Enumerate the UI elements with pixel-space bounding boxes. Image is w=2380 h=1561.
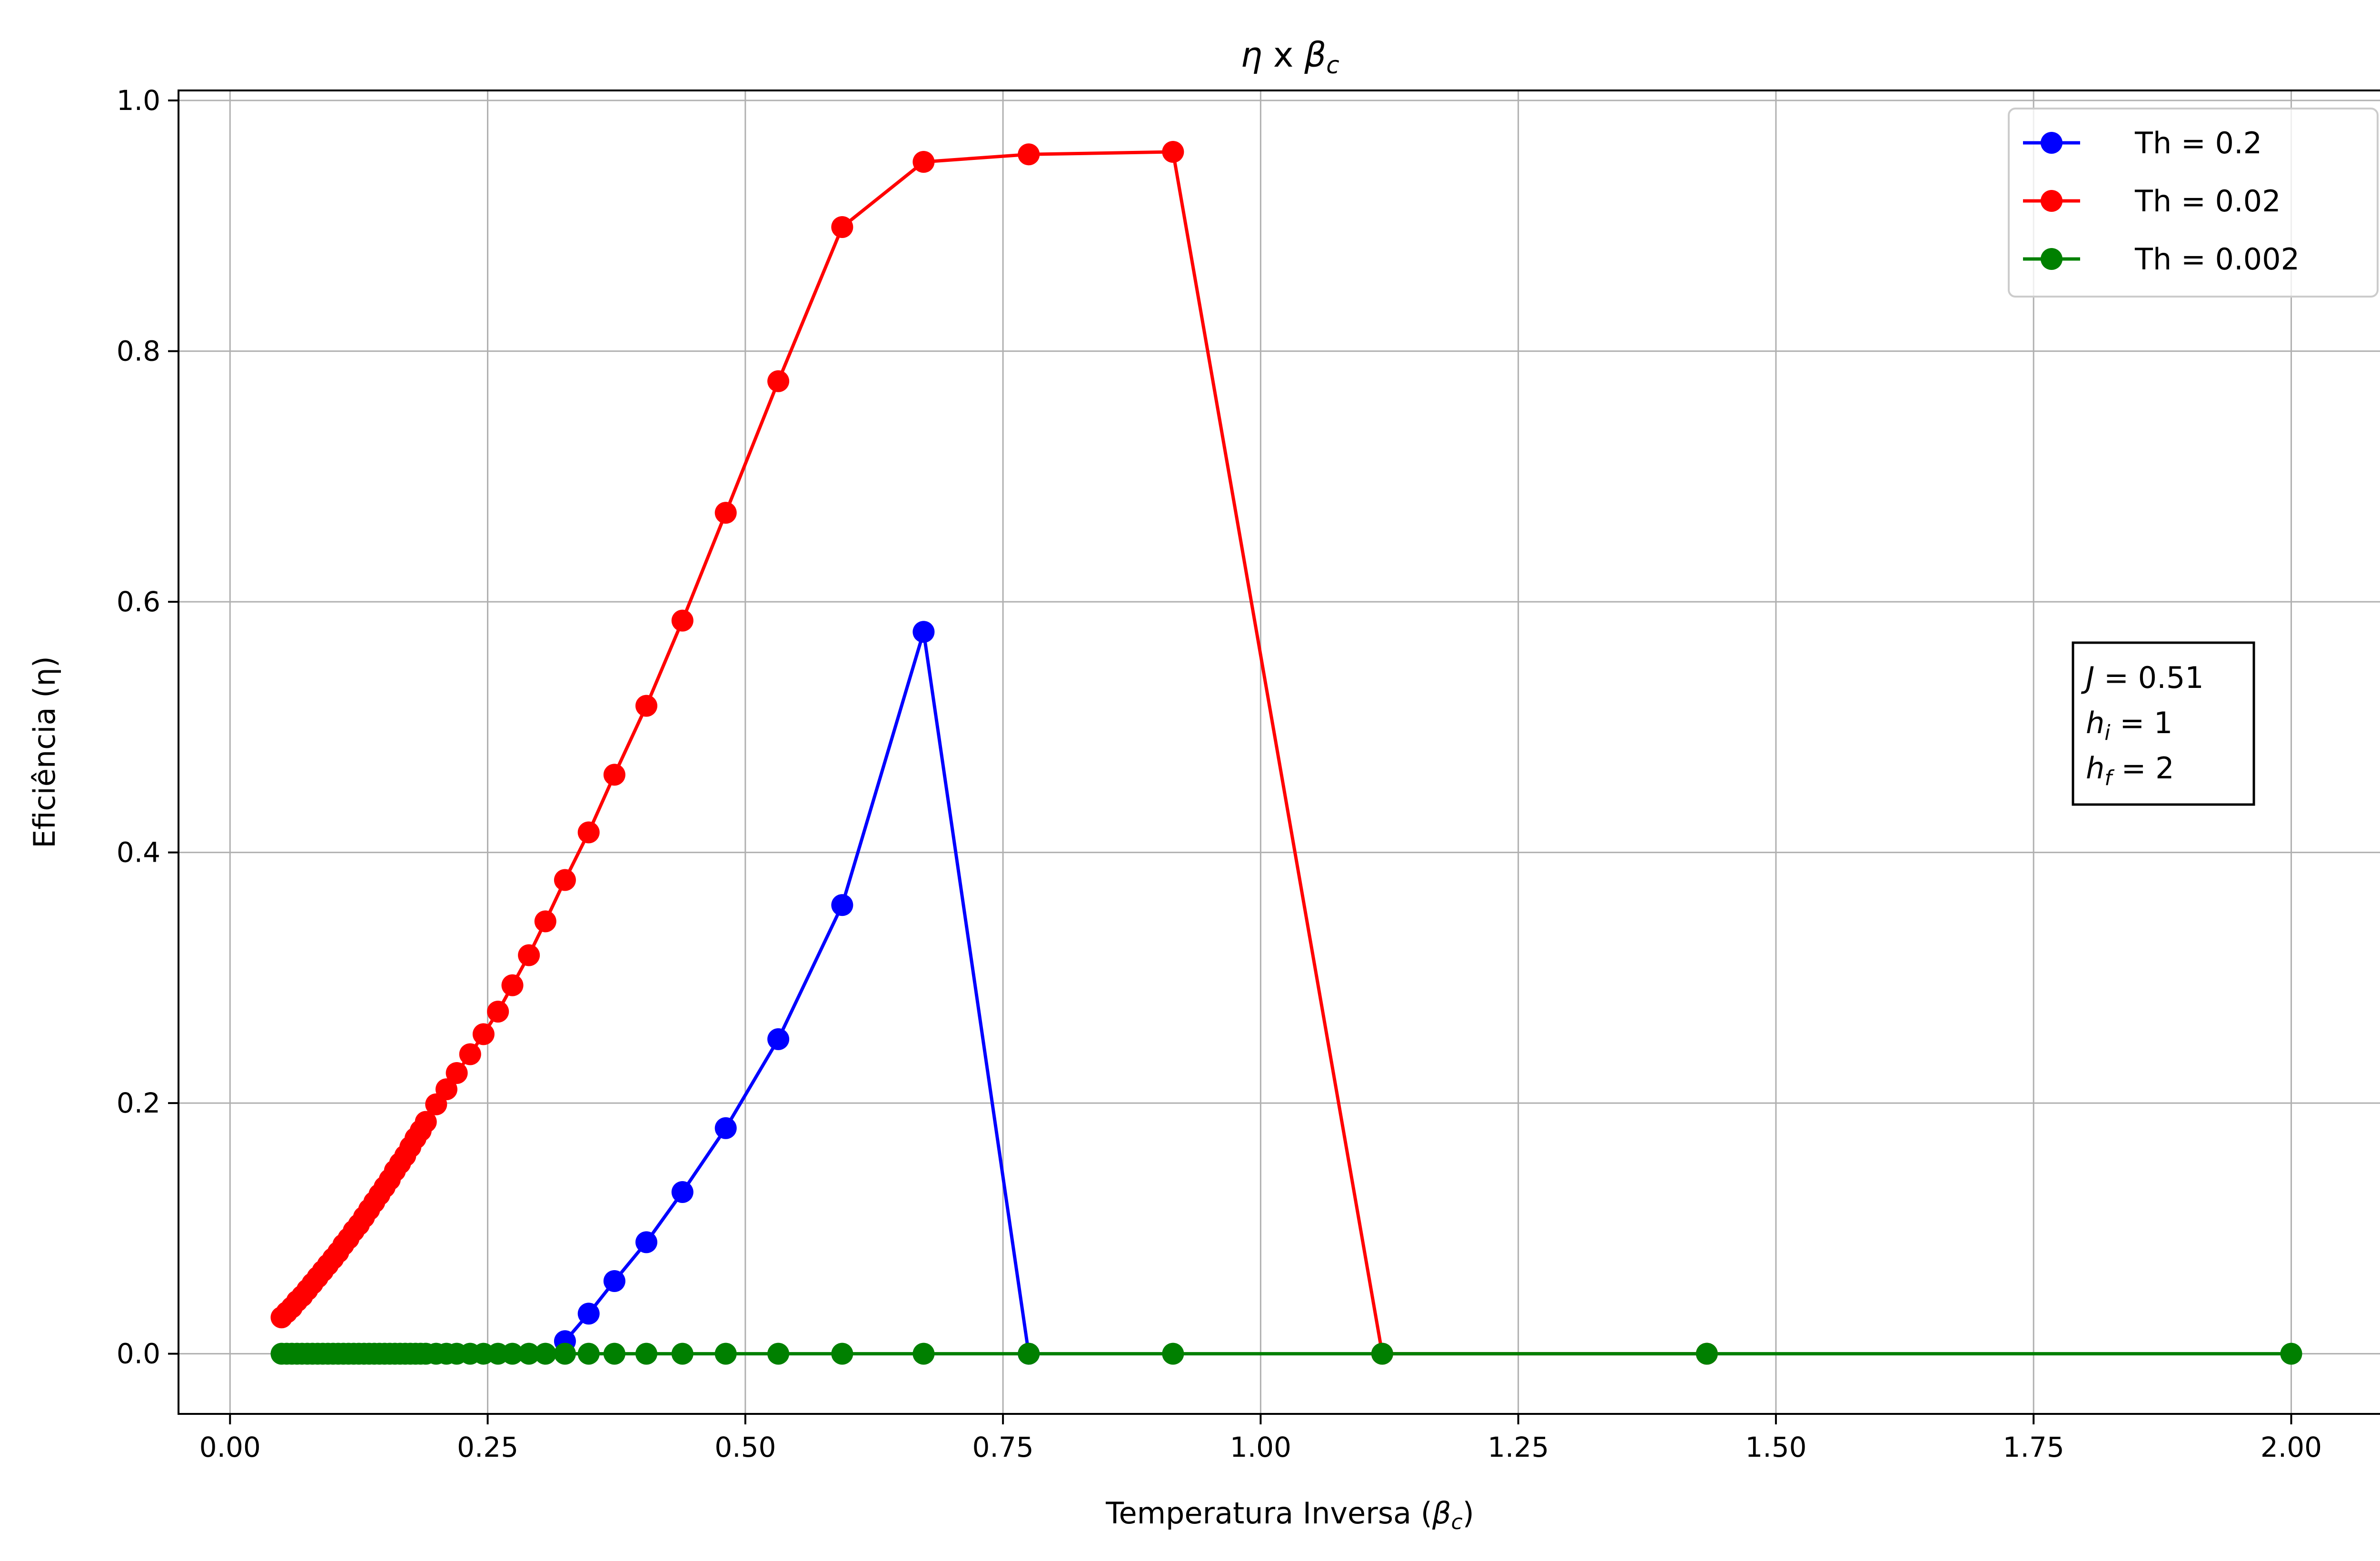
x-tick-label: 1.00 (1230, 1431, 1291, 1463)
data-point (912, 621, 935, 643)
parameter-annotation: J = 0.51 hi = 1 hf = 2 (2072, 641, 2255, 806)
x-axis-ticks: 0.00 0.25 0.50 0.75 1.00 1.25 1.50 1.75 2.00 (199, 1414, 2322, 1463)
data-point (1162, 140, 1184, 163)
title-sub: c (1326, 51, 1339, 79)
data-point (831, 1342, 853, 1365)
parameter-line: hi = 1 (2086, 706, 2172, 745)
x-axis-label-sub: c (1451, 1510, 1462, 1534)
parameter-line: J = 0.51 (2081, 660, 2204, 695)
y-tick-label: 0.8 (117, 335, 160, 368)
legend-box (2008, 108, 2379, 298)
x-tick-label: 1.50 (1745, 1431, 1806, 1463)
data-point (518, 944, 540, 966)
x-tick-label: 0.00 (199, 1431, 261, 1463)
data-point (635, 695, 657, 717)
y-tick-label: 0.4 (117, 836, 160, 869)
x-tick-label: 1.25 (1488, 1431, 1549, 1463)
x-axis-label-main: Temperatura Inversa ( (1105, 1496, 1432, 1531)
data-point (635, 1231, 657, 1253)
y-axis-ticks: 0.0 0.2 0.4 0.6 0.8 1.0 (117, 84, 178, 1370)
legend: Th = 0.2 Th = 0.02 Th = 0.002 (2008, 108, 2379, 298)
x-tick-label: 1.75 (2003, 1431, 2064, 1463)
data-point (1018, 143, 1040, 166)
parameter-line: hf = 2 (2086, 751, 2174, 790)
data-point (1162, 1342, 1184, 1365)
chart-title: η x βc (1240, 35, 1339, 79)
legend-label: Th = 0.002 (2134, 242, 2300, 277)
legend-label: Th = 0.2 (2134, 126, 2262, 160)
parameter-annotation-box (2072, 641, 2255, 806)
data-point (577, 1302, 600, 1325)
data-point (554, 869, 576, 891)
legend-marker (2041, 248, 2063, 270)
data-point (534, 1342, 556, 1365)
data-point (714, 1117, 737, 1139)
data-point (577, 821, 600, 844)
y-tick-label: 0.2 (117, 1087, 160, 1119)
data-point (1696, 1342, 1718, 1365)
x-tick-label: 0.75 (972, 1431, 1034, 1463)
x-tick-label: 0.50 (714, 1431, 776, 1463)
y-axis-label: Eficiência (η) (27, 656, 62, 848)
x-axis-label: Temperatura Inversa (βc) (1105, 1496, 1474, 1534)
data-point (518, 1342, 540, 1365)
data-point (912, 151, 935, 173)
x-axis-label-beta: β (1432, 1496, 1451, 1531)
data-point (714, 502, 737, 524)
data-point (446, 1062, 468, 1084)
data-point (767, 1028, 790, 1050)
y-tick-label: 0.6 (117, 586, 160, 618)
data-point (603, 1270, 625, 1292)
title-eta: η (1240, 35, 1262, 75)
data-point (501, 1342, 524, 1365)
title-x: x (1262, 35, 1304, 75)
data-point (912, 1342, 935, 1365)
x-axis-label-close: ) (1463, 1496, 1474, 1531)
series-line-0 (564, 630, 1031, 1354)
data-point (671, 1181, 694, 1203)
title-beta: β (1304, 35, 1326, 75)
data-point (487, 1000, 509, 1023)
data-point (714, 1342, 737, 1365)
x-tick-label: 2.00 (2261, 1431, 2322, 1463)
data-point (435, 1078, 457, 1101)
legend-marker (2041, 190, 2063, 212)
legend-label: Th = 0.02 (2134, 184, 2281, 219)
data-point (767, 370, 790, 392)
data-point (577, 1342, 600, 1365)
legend-marker (2041, 132, 2063, 154)
data-point (554, 1342, 576, 1365)
data-point (671, 609, 694, 632)
data-point (767, 1342, 790, 1365)
data-point (635, 1342, 657, 1365)
data-point (534, 910, 556, 933)
data-point (501, 974, 524, 996)
y-tick-label: 0.0 (117, 1338, 160, 1370)
data-point (1371, 1342, 1393, 1365)
data-point (603, 764, 625, 786)
data-point (1018, 1342, 1040, 1365)
data-point (671, 1342, 694, 1365)
y-tick-label: 1.0 (117, 84, 160, 117)
data-point (831, 894, 853, 916)
data-point (831, 216, 853, 238)
data-point (459, 1043, 481, 1065)
x-tick-label: 0.25 (457, 1431, 518, 1463)
series-markers (270, 140, 2302, 1365)
plot-frame (178, 89, 2380, 1415)
data-point (2280, 1342, 2302, 1365)
data-point (472, 1023, 495, 1045)
data-point (415, 1111, 437, 1133)
data-point (603, 1342, 625, 1365)
